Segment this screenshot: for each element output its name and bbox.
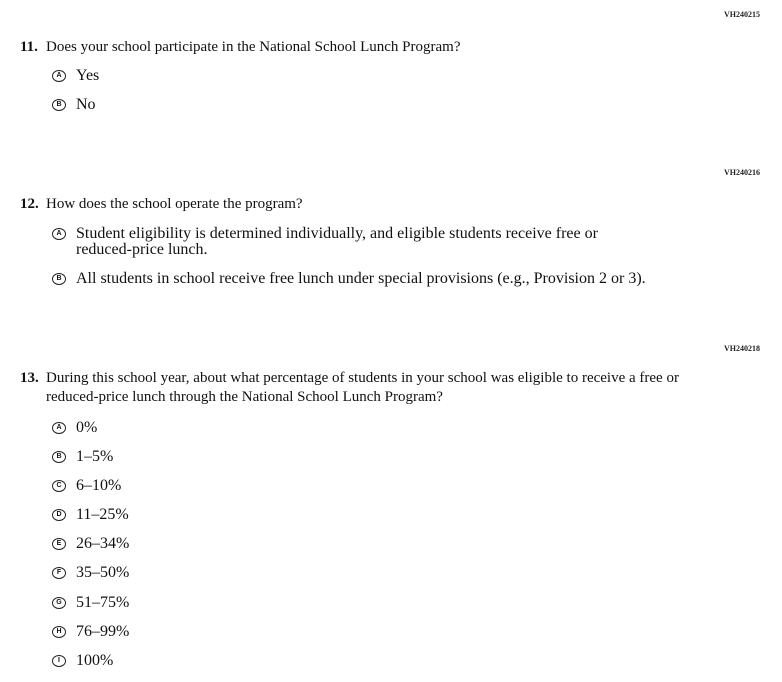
- answer-bubble-icon[interactable]: A: [52, 228, 66, 240]
- question-text: During this school year, about what perc…: [46, 370, 679, 405]
- answer-bubble-icon[interactable]: F: [52, 567, 66, 579]
- answer-option[interactable]: B 1–5%: [52, 449, 732, 465]
- answer-option[interactable]: F 35–50%: [52, 565, 732, 581]
- answer-option[interactable]: C 6–10%: [52, 478, 732, 494]
- answer-bubble-icon[interactable]: E: [52, 538, 66, 550]
- answer-bubble-icon[interactable]: G: [52, 597, 66, 609]
- question-id: VH240218: [724, 344, 760, 353]
- question-text: How does the school operate the program?: [46, 196, 303, 212]
- option-label: Student eligibility is determined indivi…: [76, 225, 598, 258]
- question-11: 11. Does your school participate in the N…: [20, 38, 720, 57]
- answer-option[interactable]: H 76–99%: [52, 624, 732, 640]
- answer-bubble-icon[interactable]: A: [52, 422, 66, 434]
- option-label: 11–25%: [76, 506, 129, 523]
- answer-option[interactable]: B All students in school receive free lun…: [52, 271, 652, 287]
- answer-bubble-icon[interactable]: A: [52, 70, 66, 82]
- answer-bubble-icon[interactable]: B: [52, 99, 66, 111]
- answer-bubble-icon[interactable]: I: [52, 655, 66, 667]
- answer-bubble-icon[interactable]: B: [52, 451, 66, 463]
- question-number: 13.: [20, 370, 39, 386]
- answer-option[interactable]: G 51–75%: [52, 595, 732, 611]
- option-label: 1–5%: [76, 448, 114, 465]
- answer-bubble-icon[interactable]: B: [52, 273, 66, 285]
- answer-option[interactable]: A 0%: [52, 420, 732, 436]
- question-text: Does your school participate in the Nati…: [46, 39, 461, 55]
- option-label: 26–34%: [76, 535, 130, 552]
- option-label: 100%: [76, 652, 114, 669]
- answer-bubble-icon[interactable]: C: [52, 480, 66, 492]
- option-label: 0%: [76, 419, 98, 436]
- option-label: No: [76, 96, 96, 113]
- question-id: VH240216: [724, 168, 760, 177]
- question-12: 12. How does the school operate the progr…: [20, 195, 720, 214]
- answer-option[interactable]: B No: [52, 97, 732, 113]
- answer-option[interactable]: A Student eligibility is determined indiv…: [52, 226, 652, 258]
- question-id: VH240215: [724, 10, 760, 19]
- question-number: 12.: [20, 196, 39, 212]
- answer-option[interactable]: E 26–34%: [52, 536, 732, 552]
- option-label: 6–10%: [76, 477, 122, 494]
- answer-option[interactable]: D 11–25%: [52, 507, 732, 523]
- option-label: 51–75%: [76, 594, 130, 611]
- option-label: 35–50%: [76, 564, 130, 581]
- question-13: 13. During this school year, about what p…: [20, 369, 700, 407]
- answer-option[interactable]: A Yes: [52, 68, 732, 84]
- question-number: 11.: [20, 39, 38, 55]
- option-label: Yes: [76, 67, 100, 84]
- answer-bubble-icon[interactable]: D: [52, 509, 66, 521]
- answer-bubble-icon[interactable]: H: [52, 626, 66, 638]
- option-label: All students in school receive free lunc…: [76, 270, 646, 287]
- option-label: 76–99%: [76, 623, 130, 640]
- answer-option[interactable]: I 100%: [52, 653, 732, 669]
